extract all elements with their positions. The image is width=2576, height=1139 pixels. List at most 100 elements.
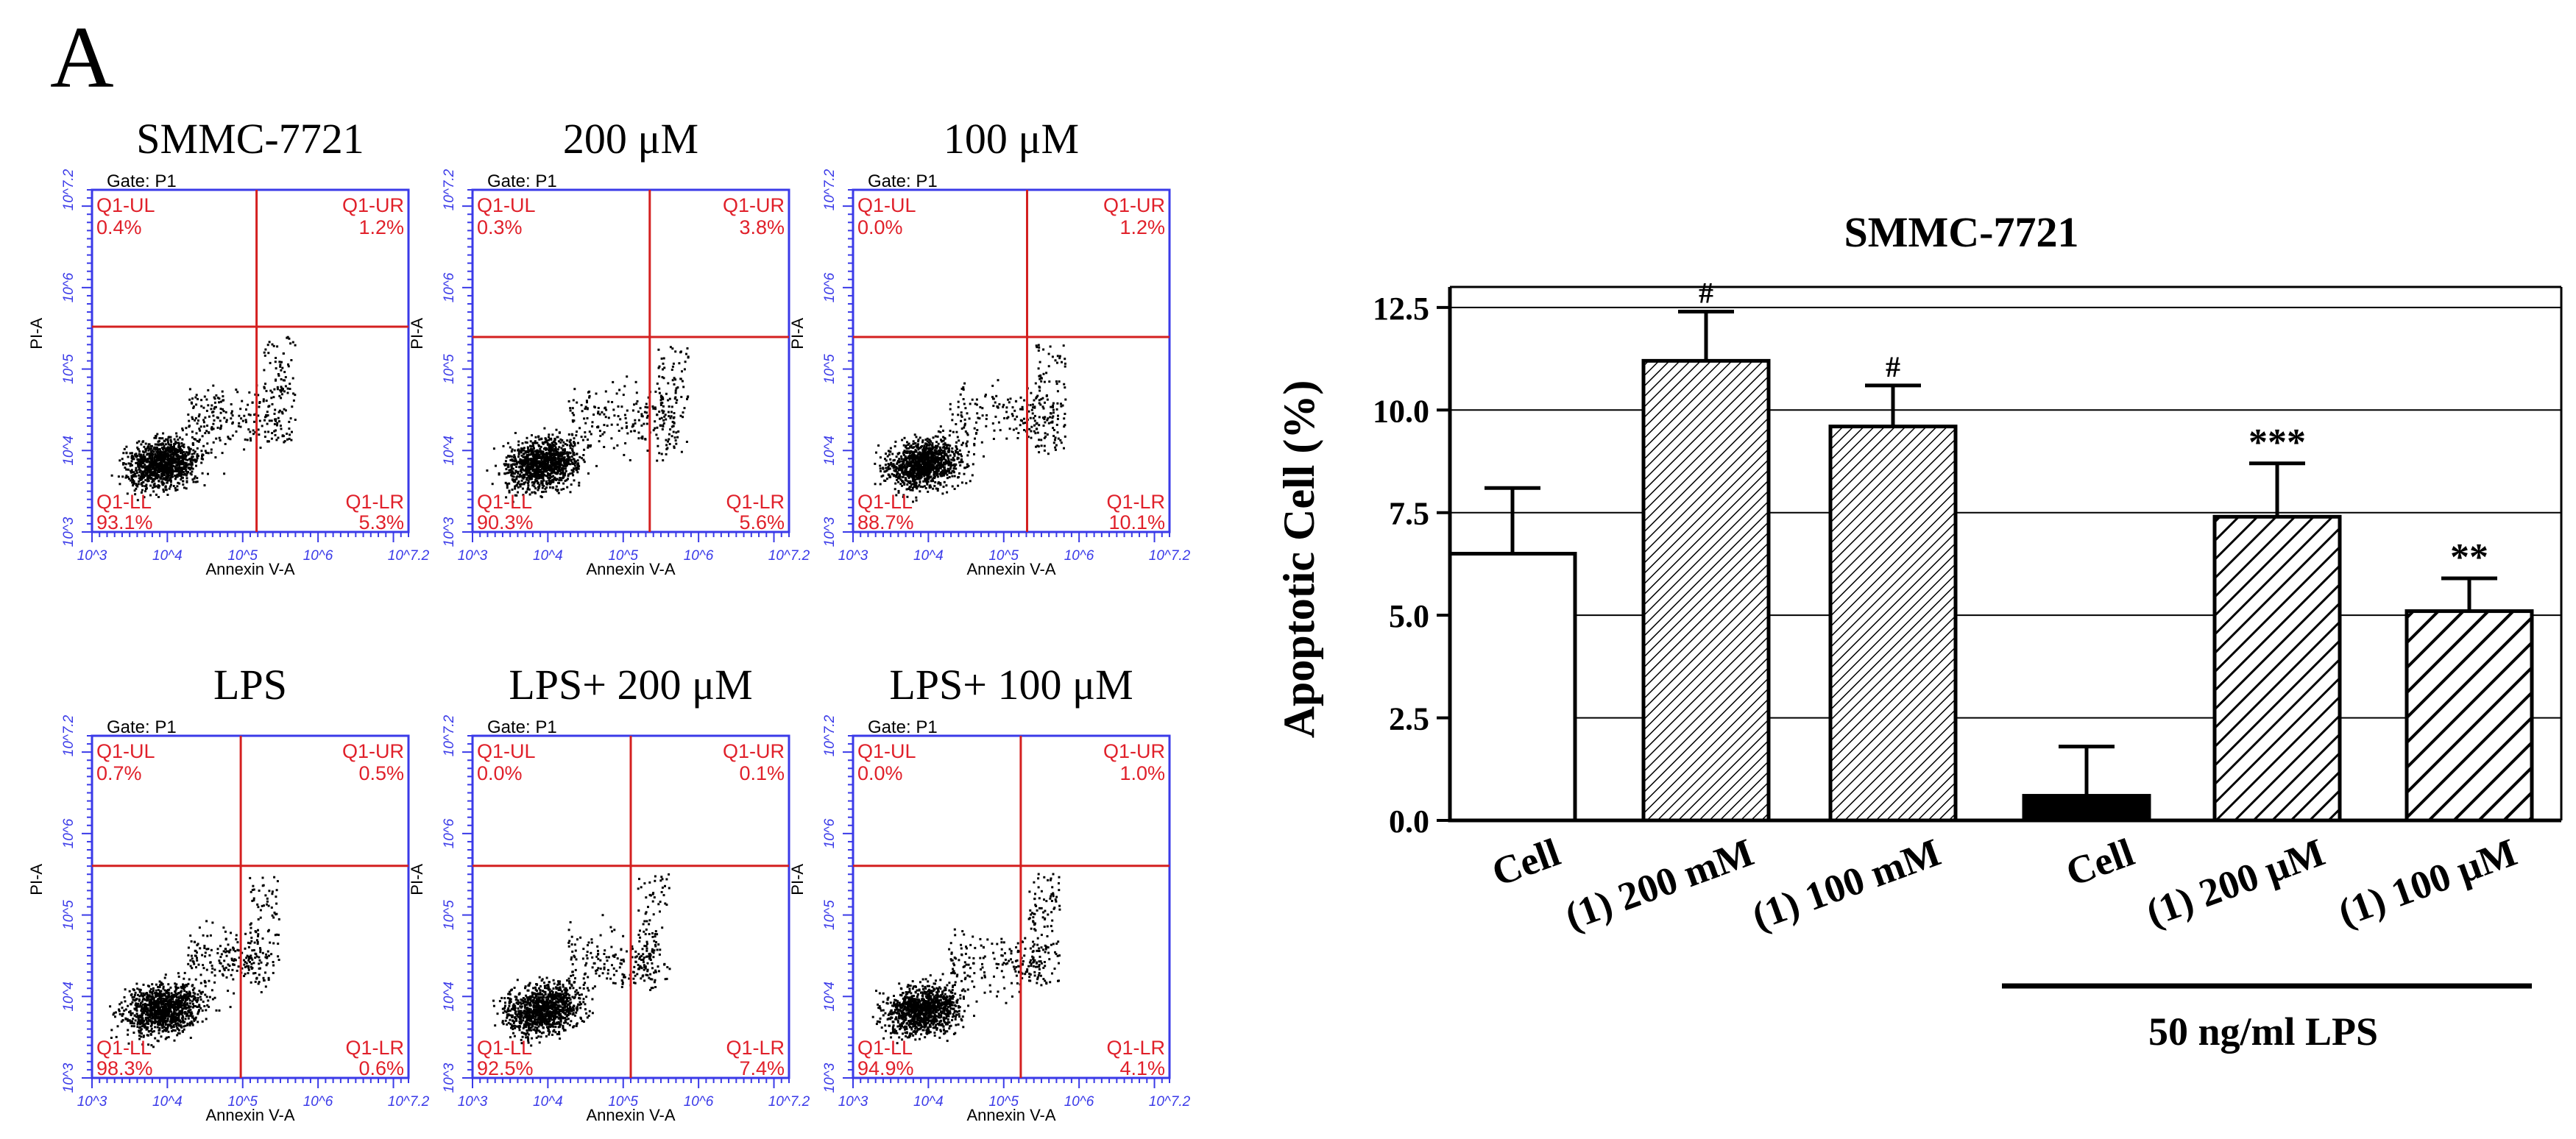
bar [2405, 609, 2534, 823]
x-tick-label: 10^5 [988, 548, 1019, 564]
quadrant-label: Q1-UL [96, 194, 155, 216]
flow-plot: 100 μM Gate: P1 Q1-UL0.0% Q1-UR1.2% Q1-LL88.… [788, 115, 1191, 578]
quadrant-label: 88.7% [857, 511, 914, 533]
x-tick-label: 10^3 [458, 1094, 488, 1110]
scatter-dots [486, 346, 690, 503]
quadrant-label: 0.0% [477, 762, 523, 784]
quadrant-label: Q1-UL [857, 194, 916, 216]
gate-label: Gate: P1 [868, 171, 938, 191]
quadrant-label: Q1-UR [1103, 194, 1165, 216]
significance-marker: # [1699, 276, 1713, 309]
x-axis-label: Annexin V-A [205, 1106, 294, 1124]
quadrant-label: 93.1% [96, 511, 153, 533]
x-tick-label: 10^3 [458, 548, 488, 564]
quadrant-label: 0.4% [96, 216, 142, 238]
y-tick-label: 10^5 [61, 354, 77, 384]
y-axis-label: PI-A [408, 864, 426, 895]
quadrant-label: Q1-LL [477, 491, 532, 513]
x-tick-label: 10^7.2 [768, 1094, 810, 1110]
x-tick-label: 10^7.2 [768, 548, 810, 564]
significance-marker: # [1886, 350, 1900, 383]
gate-label: Gate: P1 [487, 717, 557, 737]
quadrant-label: Q1-UR [342, 740, 404, 762]
bar [2212, 514, 2342, 823]
x-tick-label: 10^7.2 [388, 1094, 430, 1110]
x-tick-label: 10^5 [608, 1094, 638, 1110]
y-tick-label: 10^4 [442, 436, 457, 466]
quadrant-label: Q1-UL [477, 740, 536, 762]
y-axis-label: PI-A [788, 318, 807, 349]
quadrant-label: Q1-LR [1106, 491, 1165, 513]
quadrant-label: 3.8% [739, 216, 785, 238]
x-tick-label: 10^5 [227, 1094, 258, 1110]
quadrant-label: Q1-UR [723, 740, 785, 762]
quadrant-label: 5.3% [358, 511, 404, 533]
quadrant-label: Q1-LL [96, 491, 152, 513]
bar [1828, 425, 1958, 823]
scatter-dots [109, 876, 280, 1048]
x-tick-label: 10^5 [988, 1094, 1019, 1110]
y-axis-label: PI-A [788, 864, 807, 895]
y-tick-label: 10^6 [61, 818, 77, 848]
panel-letter: A [50, 8, 114, 106]
y-tick-label: 10^5 [442, 354, 457, 384]
bar [2022, 794, 2151, 823]
scatter-dots [871, 873, 1061, 1045]
flow-plot: LPS+ 200 μM Gate: P1 Q1-UL0.0% Q1-UR0.1% Q1-… [408, 661, 810, 1124]
flow-plot-title: LPS [213, 661, 287, 709]
y-tick-label: 10^7.2 [61, 714, 77, 756]
quadrant-label: Q1-LR [345, 491, 404, 513]
quadrant-label: Q1-LR [726, 1037, 785, 1059]
quadrant-label: 92.5% [477, 1057, 534, 1079]
quadrant-label: Q1-UR [723, 194, 785, 216]
y-tick-label: 10^4 [822, 982, 838, 1012]
x-axis-label: Annexin V-A [966, 1106, 1055, 1124]
quadrant-label: 90.3% [477, 511, 534, 533]
x-tick-label: 10^6 [684, 1094, 714, 1110]
quadrant-label: Q1-UR [342, 194, 404, 216]
quadrant-label: 0.5% [358, 762, 404, 784]
y-tick-label: 10^5 [822, 354, 838, 384]
y-tick-label: 10^7.2 [822, 168, 838, 210]
quadrant-label: 94.9% [857, 1057, 914, 1079]
y-tick-label: 7.5 [1389, 496, 1429, 532]
category-label: (1) 200 μM [2140, 830, 2330, 935]
quadrant-label: 4.1% [1119, 1057, 1165, 1079]
quadrant-label: Q1-LL [857, 1037, 913, 1059]
y-tick-label: 10^4 [822, 436, 838, 466]
category-label: Cell [1486, 830, 1565, 895]
y-tick-label: 10^4 [61, 982, 77, 1012]
y-tick-label: 10^3 [442, 1062, 457, 1093]
x-tick-label: 10^3 [77, 548, 107, 564]
y-axis-label: Apoptotic Cell (%) [1275, 380, 1323, 739]
gate-label: Gate: P1 [107, 717, 177, 737]
y-tick-label: 5.0 [1389, 598, 1429, 634]
category-label: Cell [2060, 830, 2140, 895]
flow-plot-title: 200 μM [563, 115, 698, 163]
y-tick-label: 10^5 [61, 900, 77, 930]
x-tick-label: 10^7.2 [1149, 1094, 1191, 1110]
y-axis-label: PI-A [27, 864, 46, 895]
x-tick-label: 10^4 [152, 548, 183, 564]
y-tick-label: 0.0 [1389, 803, 1429, 840]
x-tick-label: 10^6 [1064, 1094, 1094, 1110]
quadrant-label: Q1-LL [96, 1037, 152, 1059]
y-axis-label: PI-A [27, 318, 46, 349]
flow-plot-title: SMMC-7721 [136, 115, 364, 163]
significance-marker: *** [2248, 422, 2306, 464]
scatter-dots [492, 873, 671, 1047]
flow-plot: 200 μM Gate: P1 Q1-UL0.3% Q1-UR3.8% Q1-LL90.… [408, 115, 810, 578]
y-tick-label: 10^6 [61, 272, 77, 302]
quadrant-label: Q1-LL [857, 491, 913, 513]
gate-label: Gate: P1 [868, 717, 938, 737]
quadrant-label: 98.3% [96, 1057, 153, 1079]
y-tick-label: 12.5 [1373, 291, 1429, 327]
y-tick-label: 10^7.2 [61, 168, 77, 210]
category-label: (1) 200 mM [1560, 830, 1759, 939]
x-tick-label: 10^3 [77, 1094, 107, 1110]
quadrant-label: Q1-LR [726, 491, 785, 513]
flow-plot-title: LPS+ 100 μM [889, 661, 1133, 709]
y-tick-label: 2.5 [1389, 701, 1429, 737]
